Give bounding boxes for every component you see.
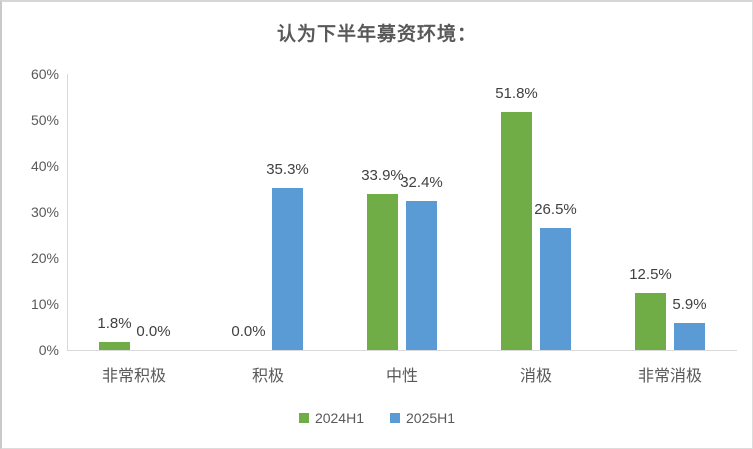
- y-axis-tick-label: 50%: [30, 112, 59, 128]
- bar-2024H1-消极: [501, 112, 532, 350]
- legend: 2024H1 2025H1: [2, 410, 752, 426]
- bar-data-label: 1.8%: [97, 315, 132, 332]
- y-axis-tick-label: 10%: [30, 296, 59, 312]
- y-axis-line: [67, 74, 68, 350]
- bar-data-label: 33.9%: [361, 167, 404, 184]
- bar-data-label: 32.4%: [400, 174, 443, 191]
- bar-data-label: 51.8%: [495, 85, 538, 102]
- legend-label: 2025H1: [406, 410, 456, 426]
- bar-data-label: 26.5%: [534, 201, 577, 218]
- y-axis-tick-label: 40%: [30, 158, 59, 174]
- x-axis-line: [67, 350, 737, 351]
- bar-2025H1-非常消极: [674, 323, 705, 350]
- bar-2024H1-非常积极: [99, 342, 130, 350]
- x-axis-category-label: 非常消极: [637, 368, 702, 385]
- x-axis-category-label: 消极: [519, 368, 552, 385]
- x-axis-category-label: 积极: [251, 368, 284, 385]
- y-axis-tick-label: 20%: [30, 250, 59, 266]
- bar-data-label: 5.9%: [672, 296, 707, 313]
- x-axis-category-label: 非常积极: [101, 368, 166, 385]
- legend-item-2024H1: 2024H1: [298, 410, 364, 426]
- bar-2024H1-中性: [367, 194, 398, 350]
- y-axis-tick-label: 30%: [30, 204, 59, 220]
- bar-data-label: 12.5%: [629, 266, 672, 283]
- y-axis-tick-label: 0%: [38, 342, 59, 358]
- bar-2025H1-消极: [540, 228, 571, 350]
- bar-2025H1-积极: [272, 188, 303, 350]
- bar-data-label: 35.3%: [266, 161, 309, 178]
- legend-label: 2024H1: [314, 410, 364, 426]
- x-axis-category-label: 中性: [385, 368, 418, 385]
- bar-2024H1-非常消极: [635, 293, 666, 350]
- legend-swatch: [390, 413, 400, 423]
- chart-title: 认为下半年募资环境：: [276, 24, 477, 45]
- bar-data-label: 0.0%: [231, 323, 266, 340]
- y-axis-tick-label: 60%: [30, 66, 59, 82]
- bar-2025H1-中性: [406, 201, 437, 350]
- bar-data-label: 0.0%: [136, 323, 171, 340]
- legend-swatch: [298, 413, 309, 423]
- legend-item-2025H1: 2025H1: [390, 410, 455, 426]
